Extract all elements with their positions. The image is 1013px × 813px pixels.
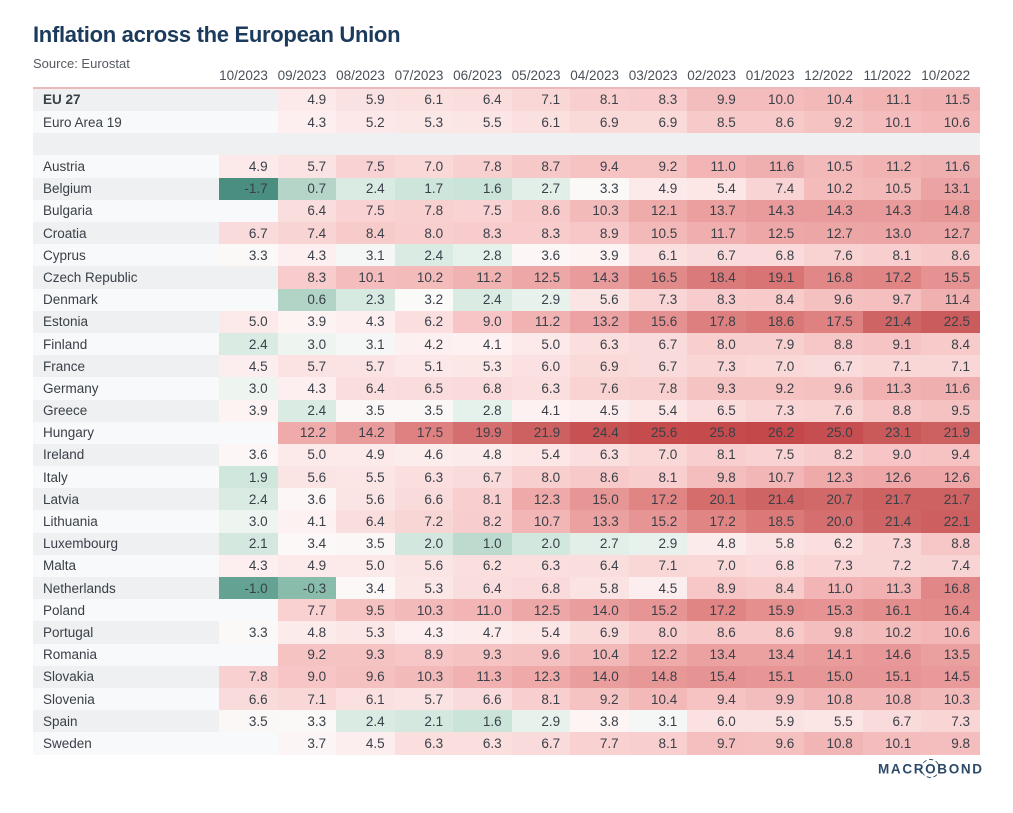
svg-text:MACROBOND: MACROBOND: [878, 762, 984, 777]
